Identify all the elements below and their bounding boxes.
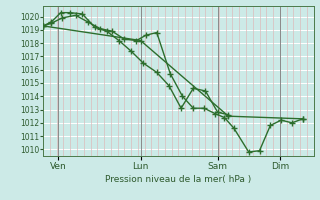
X-axis label: Pression niveau de la mer( hPa ): Pression niveau de la mer( hPa ): [105, 175, 252, 184]
